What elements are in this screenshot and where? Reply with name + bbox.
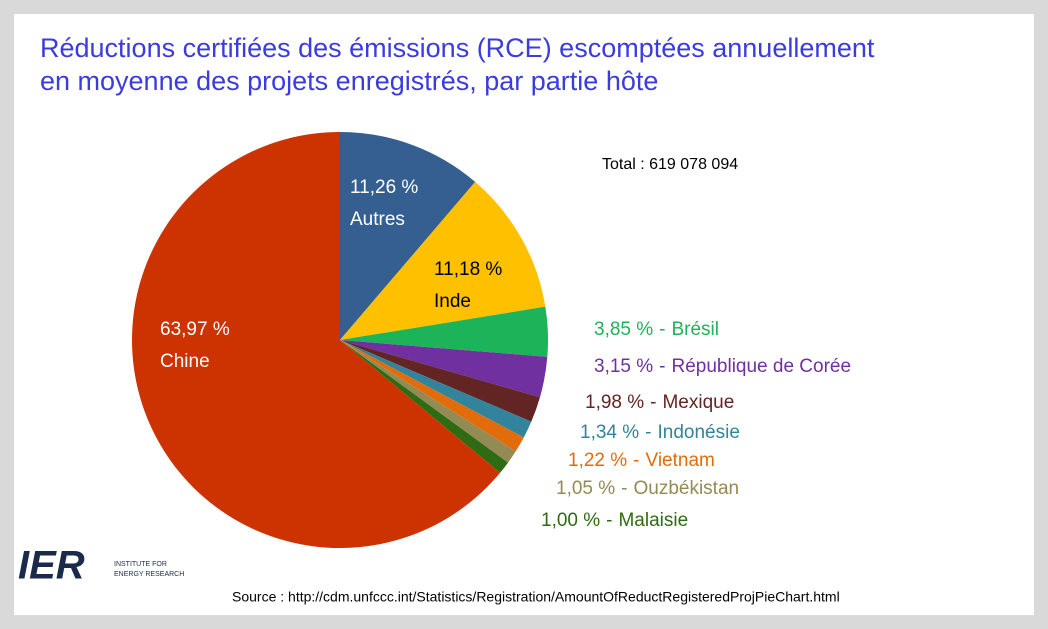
source: Source : http://cdm.unfccc.int/Statistic… [232,589,840,605]
pie-slice [340,306,548,357]
slice-label: 1,05 % - Ouzbékistan [556,478,739,499]
slice-category-label: Autres [350,209,405,230]
slice-label: 3,15 % - République de Corée [594,356,851,377]
slice-value-label: 3,15 % [594,356,653,377]
chart-title: Réductions certifiées des émissions (RCE… [40,33,875,96]
pie-slice [340,340,524,452]
slice-category-label: Ouzbékistan [633,478,739,499]
slice-value-label: 1,98 % [585,392,644,413]
pie-slice [131,132,501,548]
slice-category-label: République de Corée [671,356,851,377]
label-separator: - [633,450,639,471]
logo-text: INSTITUTE FOR [114,561,167,568]
slice-category-label: Mexique [662,392,734,413]
slice-category-label: Malaisie [618,510,688,531]
slice-value-label: 63,97 % [160,319,230,340]
label-separator: - [621,478,627,499]
logo-mark: IER [18,544,85,588]
pie-slice [340,340,540,422]
pie-slice [340,132,476,340]
slice-value-label: 1,05 % [556,478,615,499]
slice-category-label: Chine [160,351,210,372]
slice-category-label: Indonésie [657,422,739,443]
label-separator: - [650,392,656,413]
slice-value-label: 1,00 % [541,510,600,531]
slice-value-label: 1,22 % [568,450,627,471]
total-annotation: Total : 619 078 094 [602,156,738,173]
slice-value-label: 11,26 % [350,177,418,198]
pie-slice [340,181,546,340]
pie-slice [340,340,509,473]
slice-label: 1,34 % - Indonésie [580,422,740,443]
label-separator: - [645,422,651,443]
slice-category-label: Vietnam [645,450,714,471]
slice-category-label: Brésil [671,319,719,340]
slice-label: 1,22 % - Vietnam [568,450,715,471]
pie-slice [340,340,516,463]
slice-category-label: Inde [434,291,471,312]
pie-slice [340,340,548,398]
slice-value-label: 1,34 % [580,422,639,443]
label-separator: - [606,510,612,531]
label-separator: - [659,356,665,377]
slice-label: 1,00 % - Malaisie [541,510,688,531]
slice-value-label: 11,18 % [434,259,502,280]
label-separator: - [659,319,665,340]
slice-label: 1,98 % - Mexique [585,392,734,413]
slice-value-label: 3,85 % [594,319,653,340]
pie-slice [340,340,532,438]
logo-text: ENERGY RESEARCH [114,571,184,578]
slice-label: 3,85 % - Brésil [594,319,719,340]
